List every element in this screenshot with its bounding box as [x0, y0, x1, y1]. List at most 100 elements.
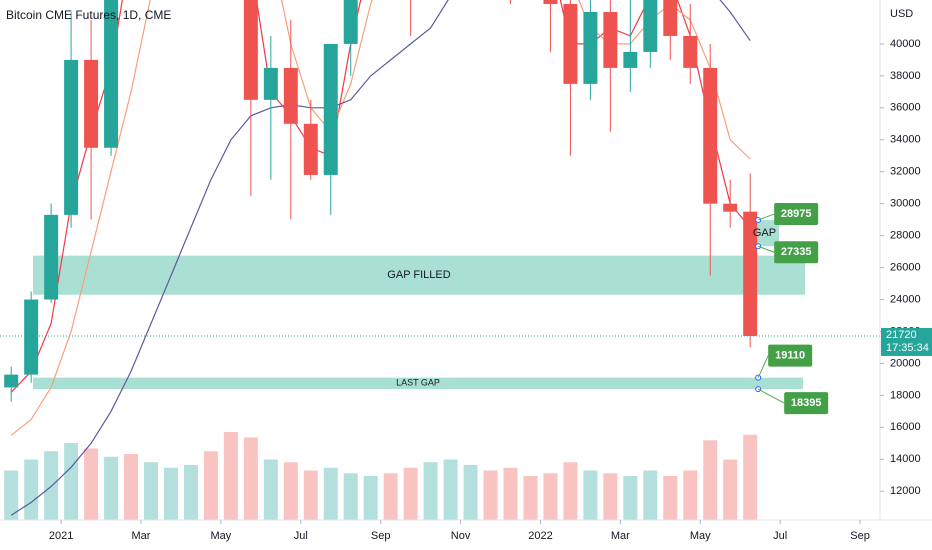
callout-pointer	[758, 213, 775, 221]
callout-label: 28975	[781, 208, 812, 220]
volume-bar	[443, 459, 458, 520]
volume-bar	[24, 459, 39, 520]
volume-bar	[563, 462, 578, 520]
volume-bar	[663, 476, 678, 520]
volume-bar	[383, 473, 398, 520]
candle-body	[323, 43, 338, 175]
volume-bar	[743, 434, 758, 520]
callout-box	[784, 392, 829, 415]
candle-body	[603, 11, 618, 68]
volume-bar	[363, 476, 378, 520]
volume-bar	[203, 451, 218, 520]
callout-label: 19110	[775, 350, 805, 362]
y-tick-label: 34000	[890, 134, 921, 146]
volume-bar	[703, 440, 718, 520]
volume-bar	[64, 443, 79, 520]
volume-bar	[423, 462, 438, 520]
zone-label: LAST GAP	[396, 378, 440, 388]
candle-body	[743, 211, 758, 336]
candle-body	[703, 67, 718, 204]
volume-bar	[124, 454, 139, 520]
volume-bar	[183, 465, 198, 520]
candle-body	[663, 0, 678, 36]
last-price-badge	[881, 327, 932, 356]
y-tick-label: 14000	[890, 453, 921, 465]
candle-body	[24, 299, 39, 375]
x-tick-label: 2021	[49, 530, 73, 542]
callout-label: 27335	[781, 246, 812, 258]
y-tick-label: 16000	[890, 421, 921, 433]
x-tick-label: Mar	[611, 530, 630, 542]
y-tick-label: 12000	[890, 485, 921, 497]
volume-bar	[323, 467, 338, 520]
y-tick-label: 30000	[890, 198, 921, 210]
volume-bar	[583, 470, 598, 520]
x-tick-label: May	[211, 530, 232, 542]
candle-body	[104, 0, 119, 148]
candle-body	[583, 11, 598, 84]
candle-body	[4, 374, 19, 388]
currency: USD	[890, 8, 913, 20]
volume-bar	[163, 467, 178, 520]
x-tick-label: Mar	[132, 530, 151, 542]
y-tick-label: 26000	[890, 261, 921, 273]
volume-bar	[523, 476, 538, 520]
candle-body	[303, 123, 318, 175]
candle-body	[723, 203, 738, 212]
volume-bar	[104, 456, 119, 520]
volume-bar	[463, 465, 478, 520]
moving-average	[10, 0, 751, 393]
volume-bar	[543, 473, 558, 520]
candle-body	[543, 0, 558, 4]
volume-bar	[263, 459, 278, 520]
y-tick-label: 28000	[890, 230, 921, 242]
y-tick-label: 20000	[890, 357, 921, 369]
last-price-label: 21720	[886, 329, 917, 341]
volume-bar	[243, 437, 258, 520]
zone-label: GAP FILLED	[387, 269, 450, 281]
y-tick-label: 18000	[890, 389, 921, 401]
volume-bar	[144, 462, 158, 520]
volume-bar	[603, 473, 618, 520]
x-tick-label: Jul	[773, 530, 787, 542]
candle-body	[263, 67, 278, 100]
candle-body	[283, 67, 298, 124]
candle-body	[343, 0, 358, 44]
y-tick-label: 36000	[890, 102, 921, 114]
y-tick-label: 24000	[890, 293, 921, 305]
volume-bar	[723, 459, 738, 520]
x-tick-label: Jul	[294, 530, 308, 542]
callout-pointer	[757, 388, 785, 404]
candle-body	[683, 35, 698, 68]
candle-body	[243, 0, 258, 100]
callout-box	[774, 241, 819, 264]
candle-body	[623, 51, 638, 68]
volume-bar	[503, 467, 518, 520]
volume-bar	[343, 473, 358, 520]
volume-bar	[44, 451, 59, 520]
y-tick-label: 38000	[890, 70, 921, 82]
y-tick-label: 32000	[890, 166, 921, 178]
candle-body	[44, 214, 59, 300]
volume-bar	[303, 470, 318, 520]
callout-pointer	[757, 355, 769, 378]
volume-bar	[483, 470, 498, 520]
candle-body	[64, 59, 79, 215]
moving-average	[10, 0, 751, 516]
moving-average	[10, 0, 751, 436]
x-tick-label: Nov	[451, 530, 471, 542]
callout-pointer	[758, 245, 775, 253]
volume-bar	[643, 470, 658, 520]
callout-label: 18395	[791, 397, 822, 409]
volume-bar	[283, 462, 298, 520]
x-tick-label: Sep	[371, 530, 391, 542]
volume-bar	[4, 470, 19, 520]
volume-bar	[223, 432, 238, 520]
chart-title: Bitcoin CME Futures, 1D, CME	[6, 8, 171, 22]
x-tick-label: 2022	[528, 530, 552, 542]
x-tick-label: May	[690, 530, 711, 542]
x-tick-label: Sep	[850, 530, 870, 542]
volume-bar	[683, 470, 698, 520]
y-tick-label: 40000	[890, 38, 921, 50]
